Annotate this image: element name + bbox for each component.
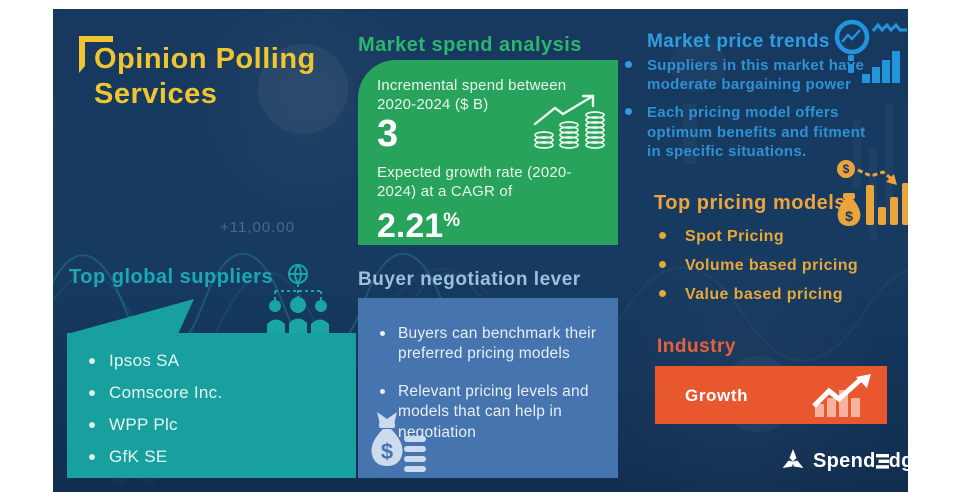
spendedge-logo-icon (782, 449, 804, 468)
brand-logo: Spenddge ™ (780, 447, 908, 475)
supplier-item: WPP Plc (81, 413, 356, 437)
svg-text:$: $ (843, 162, 850, 176)
percent-sign: % (443, 210, 461, 231)
incremental-spend-label: Incremental spend between 2020-2024 ($ B… (377, 77, 567, 113)
title-corner-bracket-icon (79, 36, 113, 73)
suppliers-list: Ipsos SA Comscore Inc. WPP Plc GfK SE (81, 349, 356, 469)
supplier-item: GfK SE (81, 445, 356, 469)
growth-arrow-chart-icon (812, 374, 871, 417)
industry-value: Growth (685, 386, 749, 405)
stylized-e-icon (875, 453, 889, 469)
svg-text:$: $ (381, 439, 393, 464)
price-trends-bullet: Each pricing model offers optimum benefi… (625, 103, 867, 161)
pricing-models-heading: Top pricing models (654, 192, 846, 214)
growth-rate-label: Expected growth rate (2020-2024) at a CA… (377, 164, 572, 200)
pricing-model-item: Volume based pricing (657, 257, 858, 275)
brand-name-suffix: dge (888, 449, 908, 472)
industry-heading: Industry (657, 336, 736, 357)
main-panel: Opinion Polling Services Market spend an… (53, 9, 908, 492)
price-trends-list: Suppliers in this market have moderate b… (625, 56, 867, 170)
brand-name-prefix: Spend (813, 449, 876, 472)
global-network-icon (267, 264, 329, 333)
industry-growth-box: Growth (655, 366, 887, 424)
pricing-models-icon: $ $ (837, 160, 908, 226)
pricing-models-list: Spot Pricing Volume based pricing Value … (657, 228, 858, 315)
money-bag-icon: $ (371, 412, 426, 472)
svg-text:$: $ (845, 208, 853, 224)
price-trends-bullet: Suppliers in this market have moderate b… (625, 56, 867, 94)
suppliers-heading: Top global suppliers (69, 266, 274, 288)
incremental-spend-value: 3 (377, 113, 399, 155)
pricing-model-item: Value based pricing (657, 286, 858, 304)
negotiation-list: Buyers can benchmark their preferred pri… (380, 324, 605, 443)
background-ticker-watermark: +11,00.00 (220, 219, 296, 236)
growth-rate-value: 2.21% (377, 202, 604, 245)
market-spend-box: Incremental spend between 2020-2024 ($ B… (358, 60, 618, 245)
brand-name: Spend dge (813, 450, 908, 473)
coin-stacks-growth-icon (533, 94, 605, 149)
page-title: Opinion Polling Services (94, 43, 316, 110)
market-analysis-magnifier-icon (834, 19, 907, 83)
negotiation-heading: Buyer negotiation lever (358, 269, 581, 290)
suppliers-box: Ipsos SA Comscore Inc. WPP Plc GfK SE (67, 333, 356, 478)
supplier-item: Comscore Inc. (81, 381, 356, 405)
suppliers-box-tail (67, 299, 194, 334)
market-spend-heading: Market spend analysis (358, 34, 582, 56)
supplier-item: Ipsos SA (81, 349, 356, 373)
pricing-model-item: Spot Pricing (657, 228, 858, 246)
price-trends-heading: Market price trends (647, 31, 830, 52)
negotiation-bullet: Buyers can benchmark their preferred pri… (380, 324, 605, 365)
cagr-number: 2.21 (377, 207, 444, 245)
negotiation-box: Buyers can benchmark their preferred pri… (358, 298, 618, 478)
